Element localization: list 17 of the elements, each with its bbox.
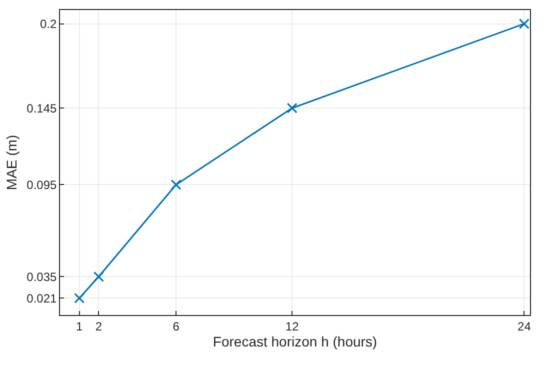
x-tick-label: 6: [172, 319, 180, 334]
point: [170, 179, 182, 190]
y-tick-label: 0.095: [26, 178, 58, 192]
y-tick-label: 0.035: [26, 270, 58, 284]
x-tick-label: 24: [518, 319, 532, 334]
x-tick-label: 2: [95, 319, 102, 334]
x-tick-label: 1: [76, 319, 83, 334]
x-axis-title: Forecast horizon h (hours): [212, 334, 378, 350]
y-axis-title: MAE (m): [3, 134, 20, 190]
y-tick-label: 0.145: [26, 101, 58, 116]
point: [74, 292, 85, 304]
y-tick-label: 0.021: [26, 291, 58, 306]
point: [518, 18, 530, 30]
x-tick-label: 12: [285, 319, 300, 334]
point: [93, 271, 104, 282]
point: [286, 102, 298, 114]
y-tick-label: 0.2: [40, 16, 58, 31]
